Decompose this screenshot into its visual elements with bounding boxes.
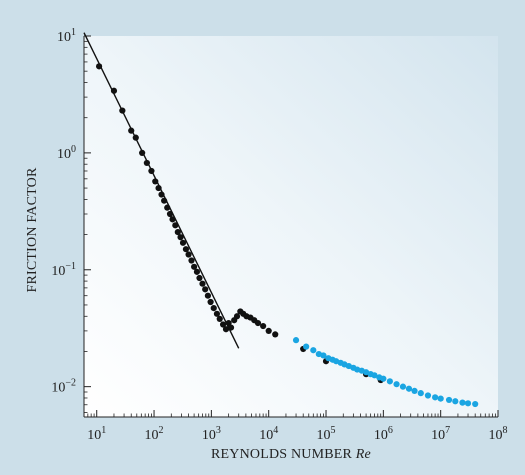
y-tick-labels: 10−2 10−1 100 101 bbox=[51, 27, 76, 396]
data-point bbox=[169, 216, 176, 223]
data-point bbox=[161, 197, 168, 204]
data-point bbox=[119, 107, 126, 114]
data-point bbox=[182, 246, 190, 253]
data-point bbox=[132, 134, 139, 141]
x-tick-label: 105 bbox=[317, 425, 336, 443]
x-tick-label: 106 bbox=[374, 425, 393, 443]
series-0 bbox=[95, 63, 384, 384]
data-point bbox=[202, 286, 209, 293]
laminar-reference-line bbox=[83, 32, 240, 349]
x-tick-labels: 101 102 103 104 105 106 107 108 bbox=[87, 425, 507, 443]
data-point bbox=[472, 400, 479, 408]
data-point bbox=[216, 315, 223, 322]
data-point bbox=[320, 352, 327, 359]
data-point bbox=[265, 327, 272, 334]
data-point bbox=[452, 398, 459, 405]
data-point bbox=[191, 263, 198, 270]
x-tick-label: 108 bbox=[489, 425, 508, 443]
data-point bbox=[272, 331, 279, 338]
data-point bbox=[213, 310, 221, 317]
data-point bbox=[139, 149, 146, 156]
data-point bbox=[148, 167, 155, 175]
data-point bbox=[437, 395, 444, 402]
data-point bbox=[260, 322, 267, 330]
data-point bbox=[227, 324, 235, 331]
data-point bbox=[172, 222, 179, 229]
y-axis-title: FRICTION FACTOR bbox=[25, 167, 40, 292]
x-tick-label: 102 bbox=[145, 425, 164, 443]
data-point bbox=[188, 257, 195, 264]
data-point bbox=[177, 234, 184, 241]
data-point bbox=[143, 159, 150, 167]
data-point bbox=[222, 326, 230, 333]
data-point bbox=[445, 396, 453, 404]
x-tick-label: 101 bbox=[87, 425, 106, 443]
data-point bbox=[193, 268, 201, 275]
data-point bbox=[303, 343, 310, 350]
data-point bbox=[158, 191, 165, 198]
data-point bbox=[292, 337, 300, 344]
data-point bbox=[95, 63, 103, 70]
data-point bbox=[393, 381, 400, 388]
major-ticks bbox=[84, 35, 499, 417]
data-point bbox=[166, 210, 174, 218]
x-tick-label: 104 bbox=[259, 425, 278, 443]
data-point bbox=[174, 229, 181, 236]
data-point bbox=[199, 280, 206, 287]
data-point bbox=[399, 383, 407, 390]
data-point bbox=[464, 400, 472, 407]
data-point bbox=[459, 399, 466, 406]
data-series bbox=[95, 63, 479, 408]
data-point bbox=[164, 204, 171, 211]
x-axis-title: REYNOLDS NUMBER Re bbox=[211, 447, 371, 462]
data-point bbox=[210, 304, 217, 312]
data-point bbox=[152, 178, 159, 185]
data-point bbox=[225, 319, 232, 327]
minor-ticks bbox=[83, 40, 496, 417]
data-point bbox=[155, 184, 162, 192]
data-point bbox=[110, 87, 118, 94]
x-tick-label: 107 bbox=[431, 425, 450, 443]
data-point bbox=[219, 321, 227, 328]
data-point bbox=[424, 392, 432, 399]
data-point bbox=[128, 127, 135, 134]
series-1 bbox=[292, 337, 479, 408]
data-point bbox=[405, 385, 413, 392]
data-point bbox=[204, 292, 212, 299]
y-tick-label: 10−1 bbox=[51, 261, 76, 279]
data-point bbox=[233, 313, 241, 320]
data-point bbox=[411, 387, 418, 394]
y-tick-label: 100 bbox=[57, 144, 76, 162]
data-point bbox=[310, 347, 317, 354]
data-point bbox=[185, 251, 192, 258]
data-point bbox=[207, 298, 214, 306]
data-point bbox=[179, 239, 187, 246]
data-point bbox=[371, 372, 378, 379]
data-point bbox=[432, 394, 439, 401]
data-point bbox=[380, 375, 387, 382]
data-point bbox=[417, 390, 424, 397]
y-tick-label: 101 bbox=[57, 27, 76, 45]
data-point bbox=[386, 378, 393, 385]
y-tick-label: 10−2 bbox=[51, 378, 76, 396]
plot-area bbox=[84, 36, 498, 417]
data-point bbox=[254, 319, 262, 327]
x-tick-label: 103 bbox=[202, 425, 221, 443]
data-point bbox=[196, 274, 203, 282]
